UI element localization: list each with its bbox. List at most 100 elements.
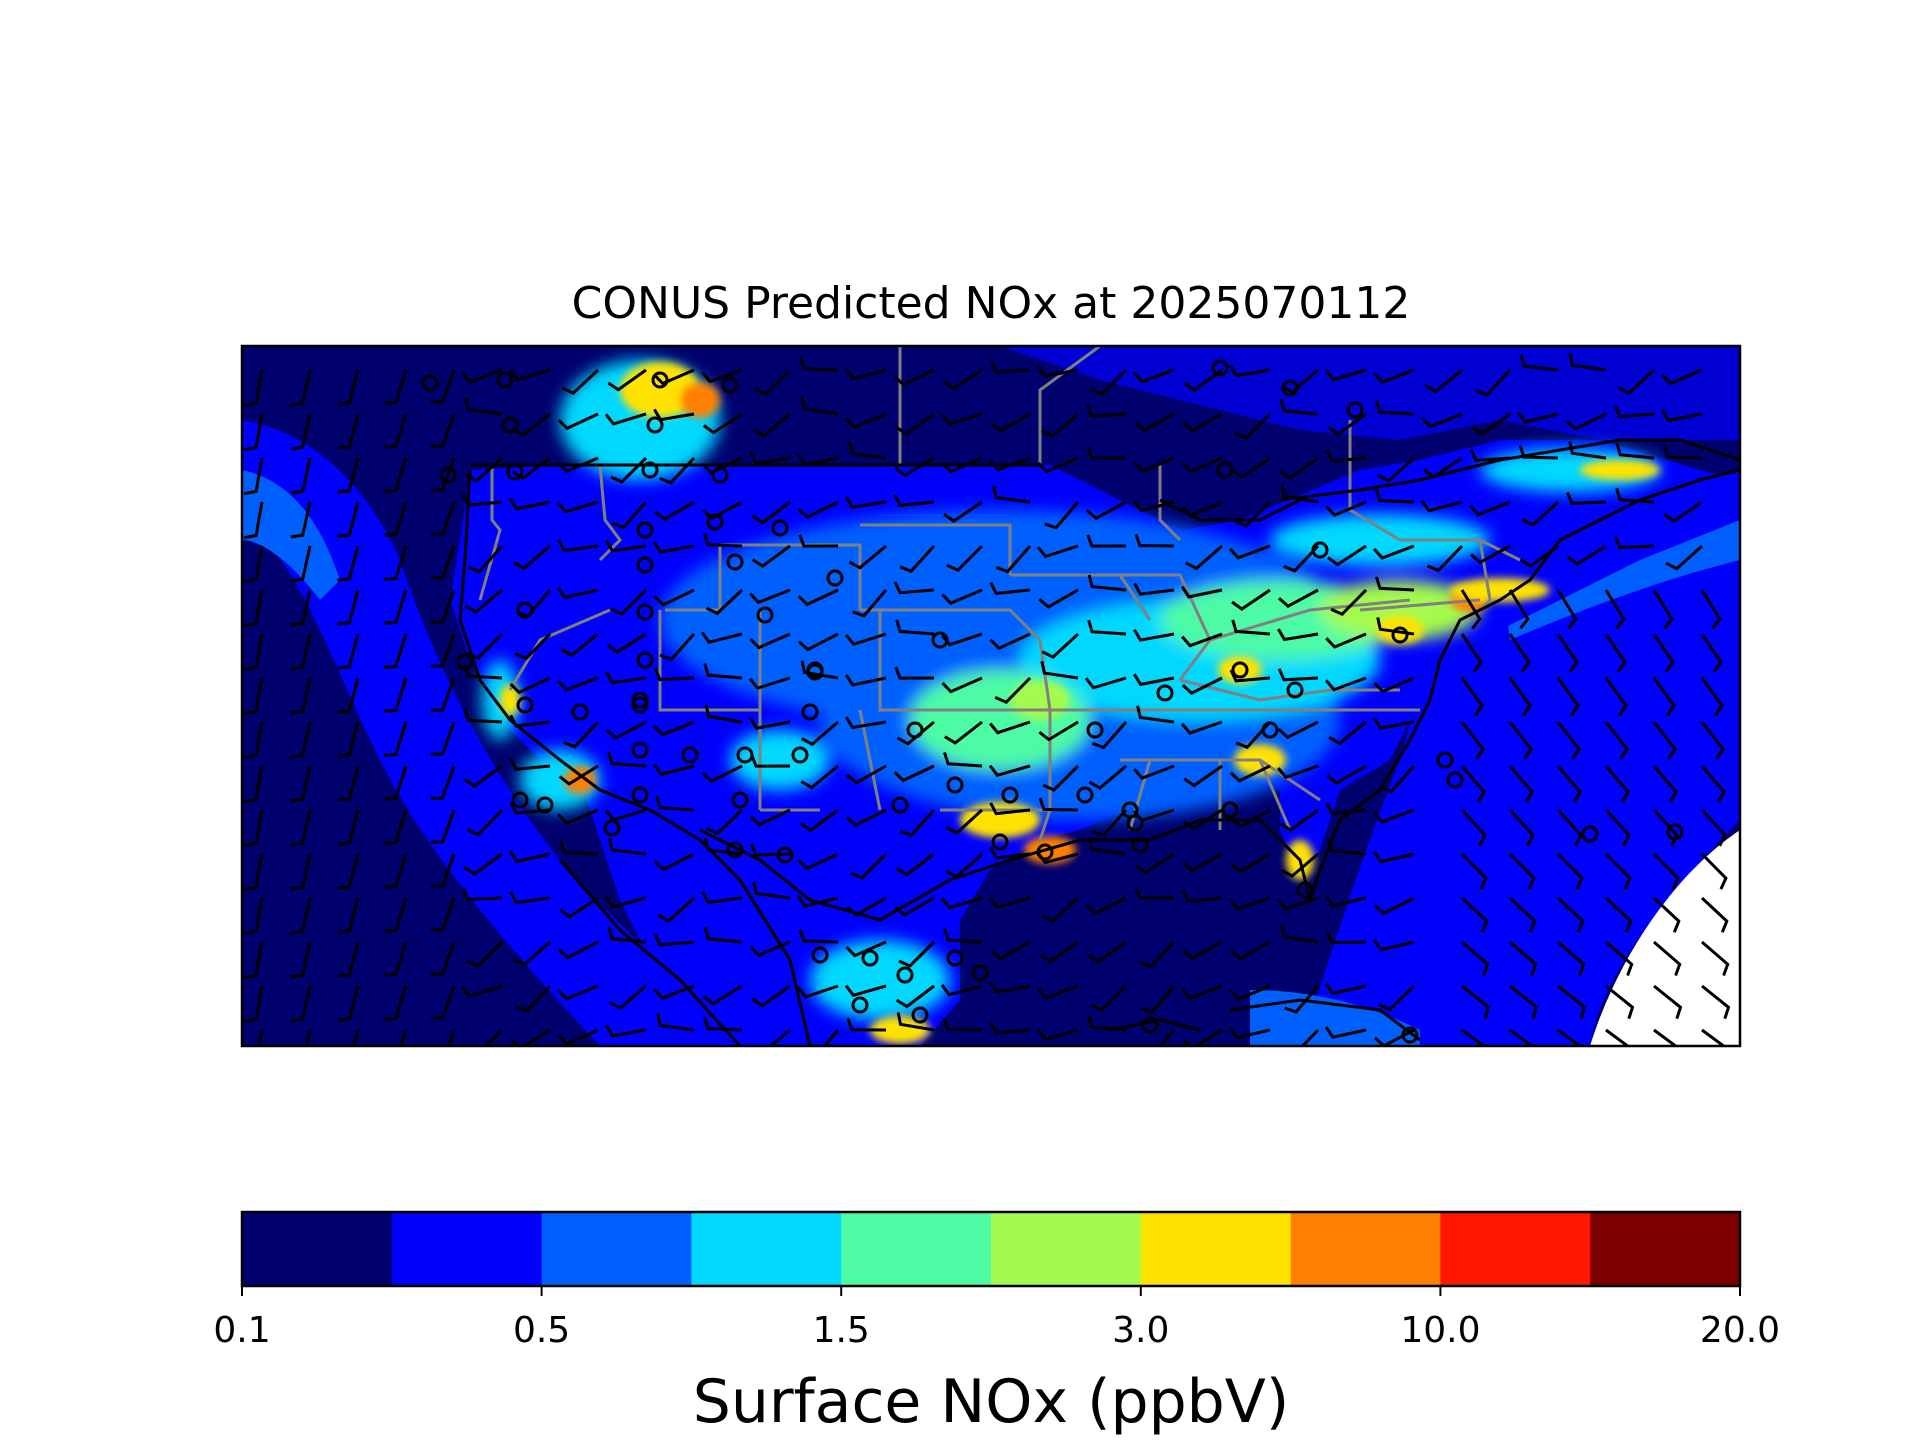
wind-barb <box>988 896 1031 910</box>
wind-barb <box>1372 850 1415 864</box>
wind-barb <box>1373 717 1415 730</box>
wind-barb <box>1508 633 1531 673</box>
wind-barb <box>751 500 791 525</box>
wind-barb <box>606 632 647 654</box>
wind-barb <box>605 539 647 553</box>
wind-barb <box>605 1024 647 1038</box>
wind-barb <box>430 457 456 492</box>
wind-barb <box>749 588 791 605</box>
wind-barb <box>244 413 264 452</box>
wind-barb <box>1516 411 1559 424</box>
wind-barb <box>751 544 791 568</box>
wind-barb <box>894 456 935 478</box>
wind-barb <box>894 896 935 917</box>
wind-barb <box>798 534 839 548</box>
wind-barb <box>705 808 744 836</box>
wind-barb <box>1652 852 1680 890</box>
wind-barb <box>561 368 600 396</box>
wind-barb <box>1557 1028 1583 1046</box>
wind-barb <box>1181 456 1223 474</box>
wind-barb <box>1605 984 1635 1020</box>
wind-barb <box>1556 765 1582 804</box>
wind-barb <box>797 500 839 519</box>
wind-barb <box>800 660 839 680</box>
wind-barb <box>990 940 1031 961</box>
wind-barb <box>337 545 360 582</box>
wind-barb <box>1605 1028 1631 1046</box>
wind-barb <box>290 765 312 803</box>
wind-barb <box>1568 353 1607 372</box>
wind-barb <box>659 456 696 485</box>
wind-barb <box>509 757 551 771</box>
wind-barb <box>1042 764 1080 792</box>
wind-barb <box>1158 1029 1176 1046</box>
wind-barb <box>1181 632 1223 648</box>
wind-barb <box>1229 544 1271 560</box>
wind-barb <box>989 720 1031 735</box>
wind-barb <box>244 677 264 716</box>
wind-barb <box>941 588 983 605</box>
wind-barb <box>1652 589 1674 630</box>
wind-barb <box>1373 896 1415 916</box>
wind-barb <box>1663 500 1703 523</box>
wind-barb <box>430 545 456 580</box>
wind-barb <box>1231 619 1271 636</box>
wind-barb <box>1421 412 1463 429</box>
wind-barb <box>946 544 984 572</box>
wind-barb <box>1508 765 1534 804</box>
wind-barb <box>1037 456 1079 474</box>
wind-barb <box>383 457 408 493</box>
wind-barb <box>655 795 695 812</box>
wind-barb <box>1665 544 1704 571</box>
wind-barb <box>1460 765 1486 804</box>
wind-barb <box>604 412 647 426</box>
wind-barb <box>1700 852 1728 890</box>
wind-barb <box>1461 1028 1487 1046</box>
wind-barb <box>1088 764 1127 790</box>
wind-barb <box>383 985 408 1021</box>
wind-barb <box>703 838 743 856</box>
wind-barb <box>1183 764 1223 788</box>
wind-barb <box>608 984 647 1010</box>
wind-barb <box>1324 895 1367 908</box>
wind-barb <box>1090 368 1128 396</box>
wind-barb <box>848 544 887 570</box>
wind-barb <box>430 897 456 932</box>
wind-barb <box>1556 721 1581 760</box>
wind-barb <box>1327 544 1367 567</box>
no-data-region <box>1590 830 1740 1046</box>
wind-barb <box>852 589 888 618</box>
wind-barb <box>1653 940 1682 977</box>
wind-barb <box>844 367 887 381</box>
wind-barb <box>1229 364 1271 378</box>
wind-barb <box>512 544 551 571</box>
wind-barb <box>464 397 503 416</box>
wind-barb <box>1328 720 1367 746</box>
wind-barb <box>430 501 456 536</box>
mexico-landmass <box>580 780 830 1046</box>
wind-barb <box>703 926 743 944</box>
wind-barb <box>1228 1026 1271 1040</box>
wind-barb <box>848 441 887 460</box>
wind-barb <box>749 717 791 730</box>
wind-barb <box>605 720 647 740</box>
wind-barb <box>654 500 695 522</box>
wind-barb <box>461 368 503 384</box>
wind-barb <box>1605 940 1634 977</box>
wind-barb <box>1229 896 1271 911</box>
wind-barb <box>752 412 791 438</box>
wind-barb <box>1508 589 1530 630</box>
wind-barb <box>290 897 312 935</box>
wind-barb <box>557 808 599 825</box>
wind-barb <box>513 940 551 967</box>
wind-barb <box>1087 619 1127 636</box>
wind-barb <box>466 940 504 968</box>
wind-barb <box>244 721 264 760</box>
wind-barb <box>1229 669 1271 683</box>
colorbar-tick-label: 20.0 <box>1700 1310 1780 1351</box>
wind-barb <box>1091 809 1128 838</box>
wind-barb <box>1615 442 1655 460</box>
wind-barb <box>1508 896 1537 933</box>
wind-barb <box>700 631 743 644</box>
